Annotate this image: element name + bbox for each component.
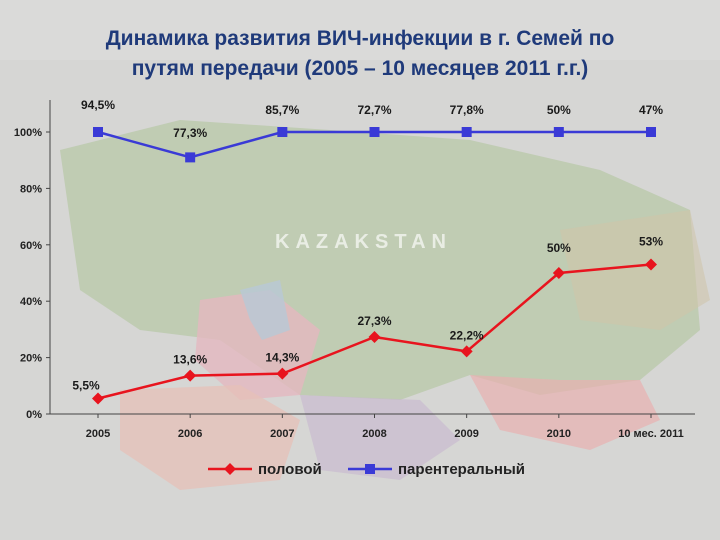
y-tick-label: 40% (20, 296, 42, 308)
x-axis-labels: 2005 2006 2007 2008 2009 2010 10 мес. 2011 (86, 414, 684, 440)
data-point (645, 258, 657, 271)
data-label: 14,3% (265, 351, 299, 365)
legend-label: половой (258, 461, 322, 478)
legend-label: парентеральный (398, 461, 525, 478)
data-label: 85,7% (265, 103, 299, 117)
y-axis-ticks: 0% 20% 40% 60% 80% 100% (14, 127, 50, 421)
data-point (276, 367, 289, 380)
data-point (368, 331, 381, 344)
data-label: 22,2% (450, 328, 484, 342)
x-tick-label: 2010 (547, 428, 571, 440)
y-tick-label: 100% (14, 127, 42, 139)
data-point (461, 127, 472, 137)
data-label: 13,6% (173, 353, 207, 367)
data-point (369, 127, 380, 137)
data-label: 77,3% (173, 126, 207, 140)
data-label: 5,5% (72, 378, 100, 392)
title-line-2: путям передачи (2005 – 10 месяцев 2011 г… (131, 57, 589, 80)
data-point (277, 127, 288, 137)
data-point (185, 152, 196, 163)
y-tick-label: 60% (20, 240, 42, 252)
x-tick-label: 10 мес. 2011 (618, 428, 684, 440)
y-tick-label: 80% (20, 183, 42, 195)
data-label: 72,7% (357, 103, 391, 117)
chart-axes (49, 100, 695, 415)
data-label: 50% (547, 103, 571, 117)
title-line-1: Динамика развития ВИЧ-инфекции в г. Семе… (105, 27, 615, 50)
chart-title: Динамика развития ВИЧ-инфекции в г. Семе… (0, 24, 720, 84)
data-point (646, 127, 656, 137)
data-point (552, 267, 565, 279)
data-label: 94,5% (81, 98, 115, 112)
x-tick-label: 2006 (178, 428, 202, 440)
map-country-label: KAZAKSTAN (275, 231, 452, 253)
data-point (553, 127, 564, 137)
data-point (93, 127, 103, 137)
data-point (92, 392, 104, 405)
y-tick-label: 20% (20, 353, 42, 365)
data-label: 77,8% (450, 103, 484, 117)
x-tick-label: 2008 (362, 428, 386, 440)
legend-marker (365, 464, 375, 474)
data-point (184, 369, 197, 382)
x-tick-label: 2007 (270, 428, 294, 440)
chart-legend: половой парентеральный (208, 461, 525, 478)
x-tick-label: 2009 (454, 428, 478, 440)
legend-marker (224, 463, 236, 475)
data-label: 47% (639, 103, 663, 117)
x-tick-label: 2005 (86, 428, 110, 440)
data-point (460, 345, 473, 358)
data-labels: 5,5% 13,6% 14,3% 27,3% 22,2% 50% 53% 94,5% 77,3%… (72, 98, 663, 392)
data-label: 53% (639, 235, 663, 249)
data-label: 50% (547, 241, 571, 255)
y-tick-label: 0% (26, 409, 42, 421)
data-label: 27,3% (357, 314, 391, 328)
series-markers (92, 127, 657, 405)
